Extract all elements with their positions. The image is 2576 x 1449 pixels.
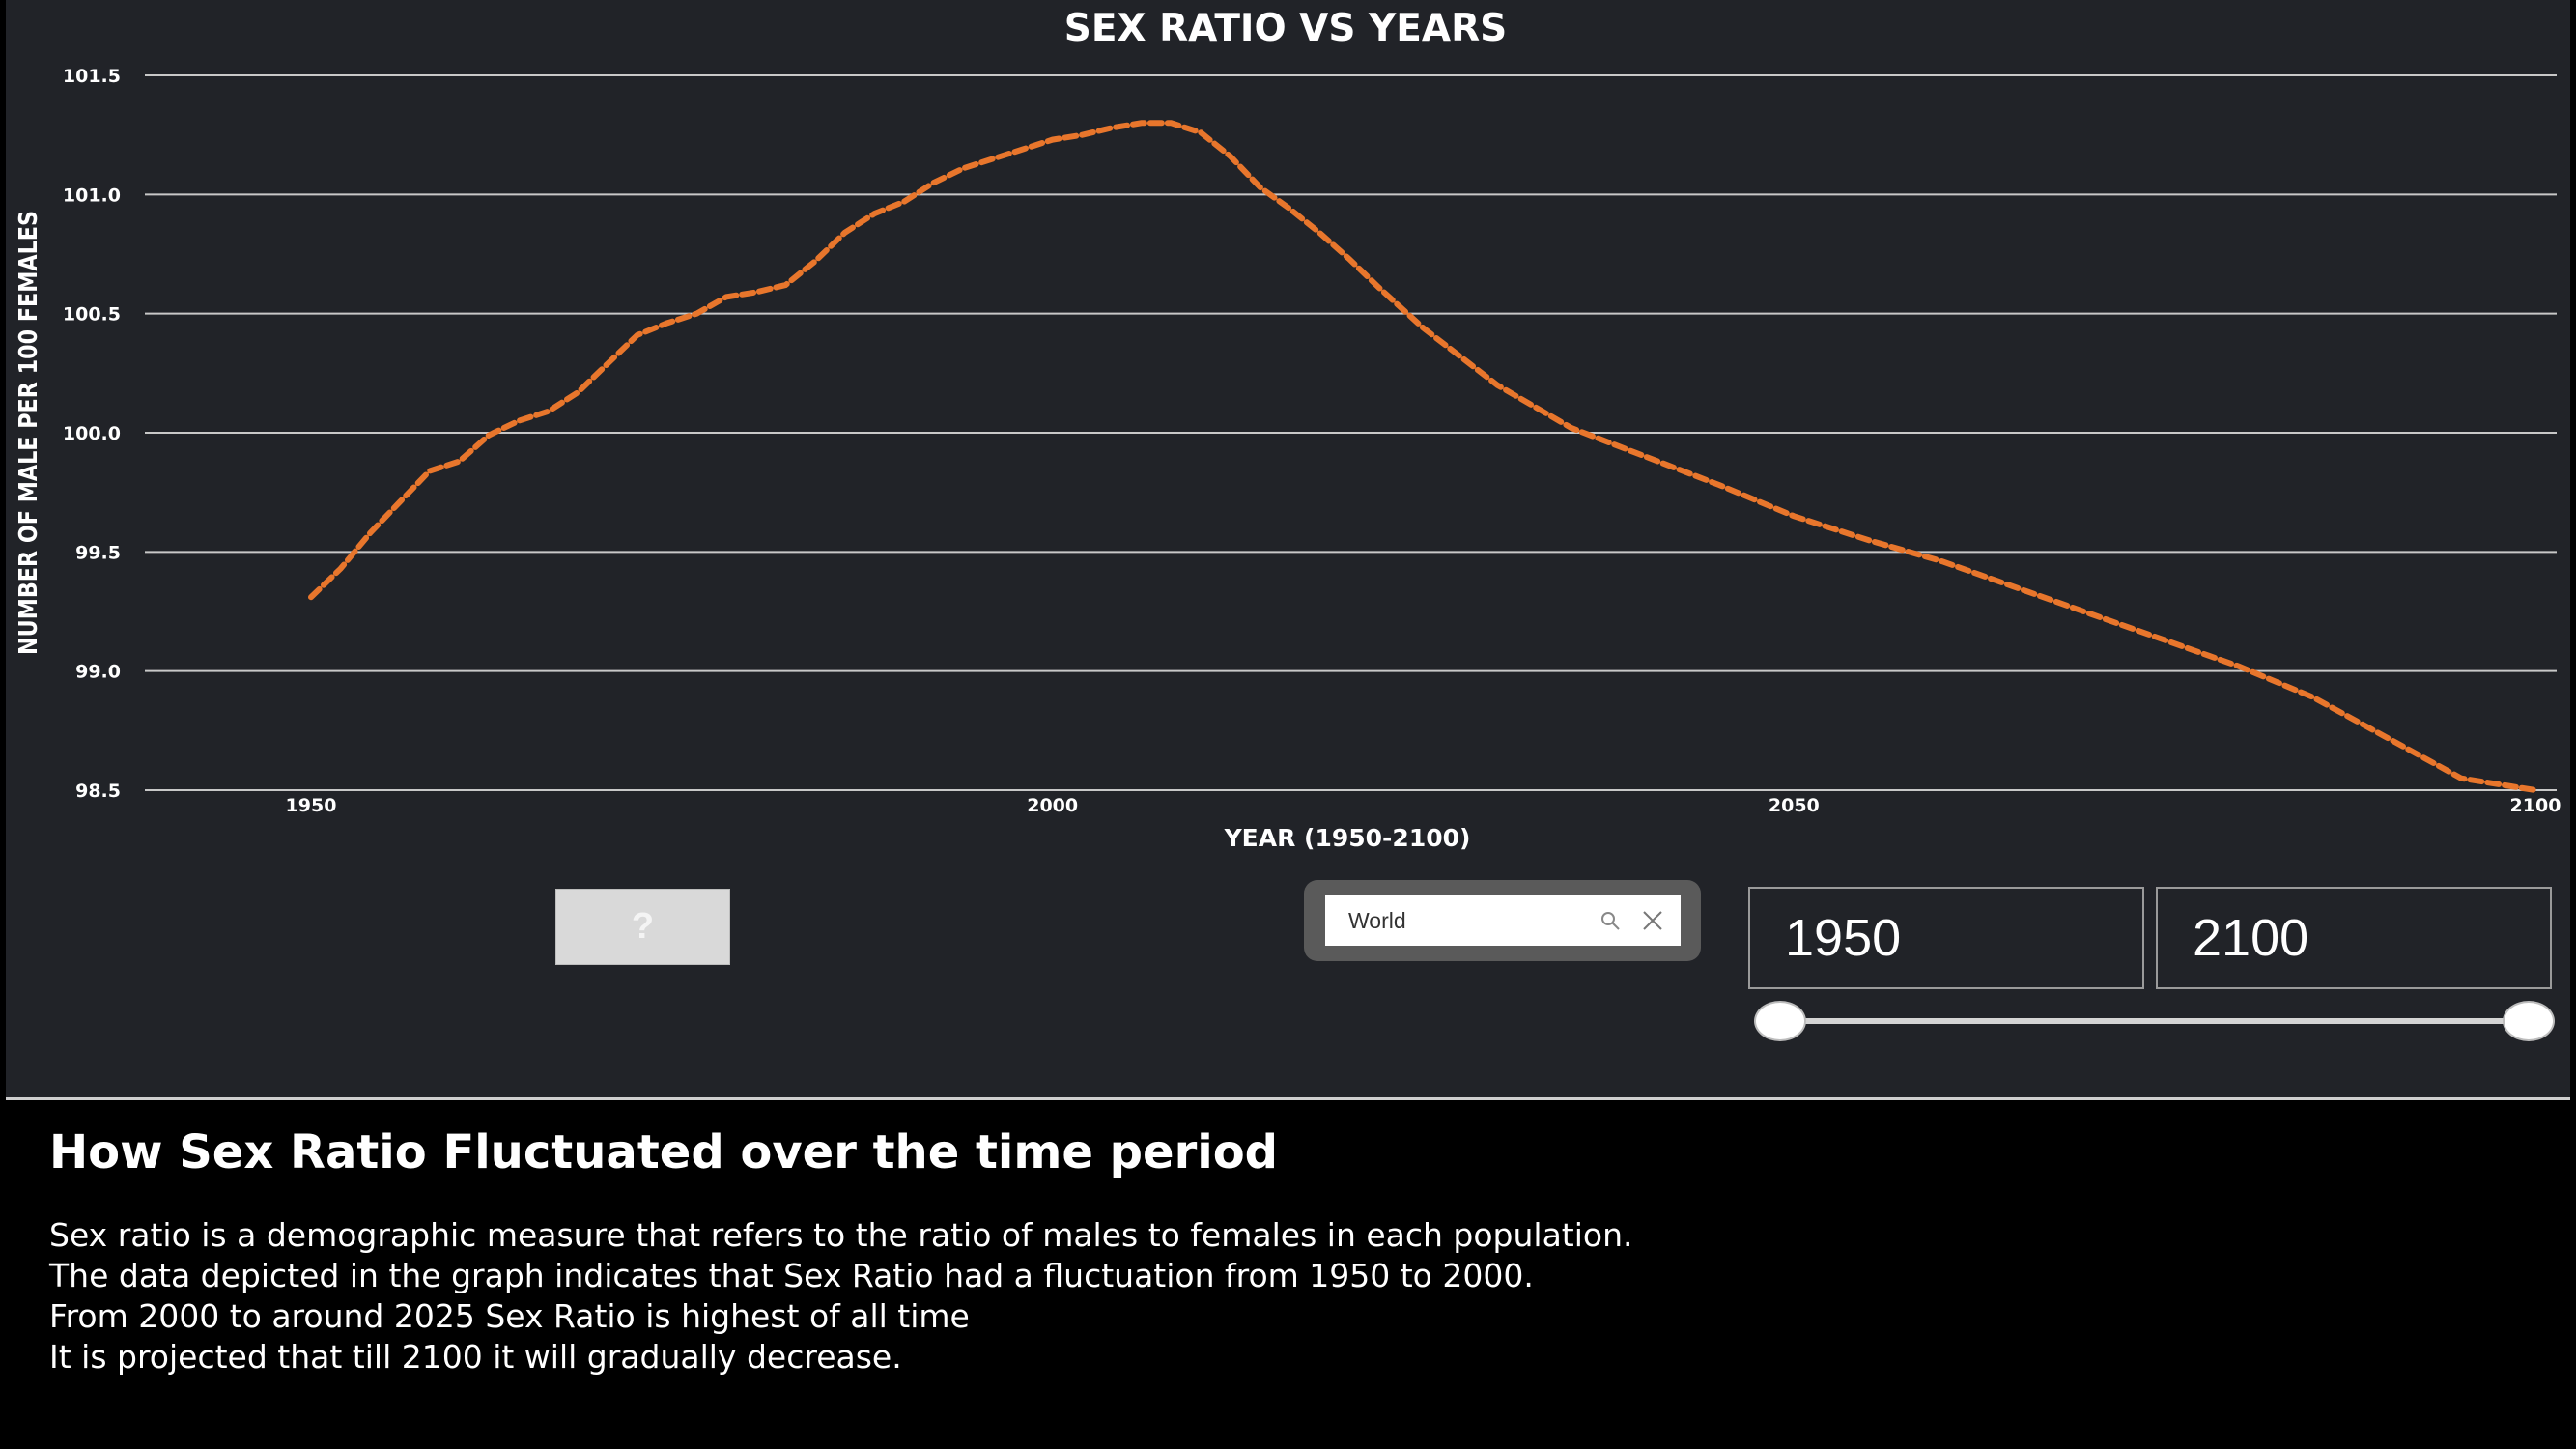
x-axis-ticks: 1950 2000 2050 2100 [286, 795, 2562, 816]
description-heading: How Sex Ratio Fluctuated over the time p… [49, 1125, 1279, 1179]
y-tick-label: 100.5 [63, 304, 121, 326]
close-icon[interactable] [1638, 906, 1667, 935]
y-tick-label: 99.0 [75, 662, 121, 683]
x-tick-label: 1950 [286, 795, 337, 816]
range-end-input[interactable]: 2100 [2156, 887, 2552, 989]
chart-title: SEX RATIO VS YEARS [1064, 7, 1507, 50]
range-start-input[interactable]: 1950 [1748, 887, 2144, 989]
description-line: From 2000 to around 2025 Sex Ratio is hi… [49, 1297, 970, 1335]
x-tick-label: 2000 [1027, 795, 1078, 816]
description-line: It is projected that till 2100 it will g… [49, 1338, 902, 1376]
range-slider-end-handle[interactable] [2505, 1003, 2553, 1039]
line-chart: 101.5 101.0 100.5 100.0 99.5 99.0 98.5 1950 200… [14, 7, 2562, 852]
search-value[interactable]: World [1348, 907, 1406, 933]
search-field[interactable]: World [1325, 895, 1681, 946]
search-icon[interactable] [1596, 906, 1625, 935]
sex-ratio-series-line [308, 120, 2538, 793]
y-axis-label: NUMBER OF MALE PER 100 FEMALES [14, 211, 43, 655]
search-box: World [1304, 880, 1701, 961]
description-line: The data depicted in the graph indicates… [49, 1257, 1534, 1294]
y-tick-label: 101.0 [63, 185, 121, 206]
section-divider [6, 1097, 2570, 1100]
x-axis-label: YEAR (1950-2100) [1224, 824, 1471, 852]
year-range-slider-track[interactable] [1779, 1018, 2529, 1024]
range-slider-start-handle[interactable] [1756, 1003, 1804, 1039]
gridlines [145, 74, 2557, 791]
y-tick-label: 101.5 [63, 66, 121, 87]
x-tick-label: 2050 [1769, 795, 1820, 816]
y-axis-ticks: 101.5 101.0 100.5 100.0 99.5 99.0 98.5 [63, 66, 121, 802]
y-tick-label: 98.5 [75, 781, 121, 802]
description-section: How Sex Ratio Fluctuated over the time p… [49, 1121, 2464, 1378]
x-tick-label: 2100 [2510, 795, 2562, 816]
description-line: Sex ratio is a demographic measure that … [49, 1216, 1633, 1254]
y-tick-label: 99.5 [75, 542, 121, 563]
help-button[interactable]: ? [555, 889, 730, 965]
y-tick-label: 100.0 [63, 423, 121, 444]
